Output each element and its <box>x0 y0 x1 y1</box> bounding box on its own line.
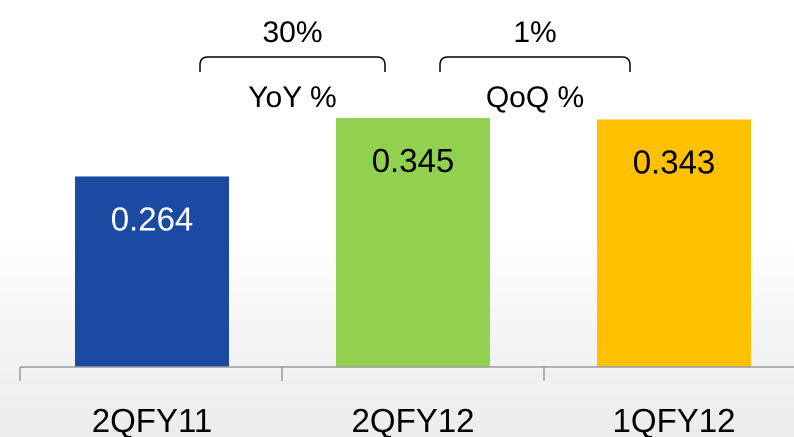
bar-1qfy12 <box>597 119 751 367</box>
value-label-1qfy12: 0.343 <box>633 143 716 180</box>
annotation-bracket-1 <box>439 56 631 72</box>
x-tick-labels: 2QFY11 2QFY12 1QFY12 <box>92 402 736 437</box>
tick-label-2qfy11: 2QFY11 <box>92 402 212 437</box>
annotation-value-0: 30% <box>262 16 322 49</box>
change-annotations: 30% YoY % 1% QoQ % <box>199 16 631 114</box>
bar-2qfy11 <box>75 176 229 367</box>
annotation-value-1: 1% <box>513 16 556 49</box>
annotation-label-0: YoY % <box>248 81 336 114</box>
bar-2qfy12 <box>336 118 490 367</box>
bars <box>75 118 751 367</box>
annotation-label-1: QoQ % <box>486 81 584 114</box>
value-labels: 0.264 0.345 0.343 <box>111 142 716 237</box>
tick-label-2qfy12: 2QFY12 <box>352 402 475 437</box>
tick-label-1qfy12: 1QFY12 <box>613 402 736 437</box>
annotation-bracket-0 <box>199 56 386 72</box>
value-label-2qfy11: 0.264 <box>111 200 194 237</box>
x-axis-ticks <box>19 367 545 381</box>
value-label-2qfy12: 0.345 <box>372 142 455 179</box>
